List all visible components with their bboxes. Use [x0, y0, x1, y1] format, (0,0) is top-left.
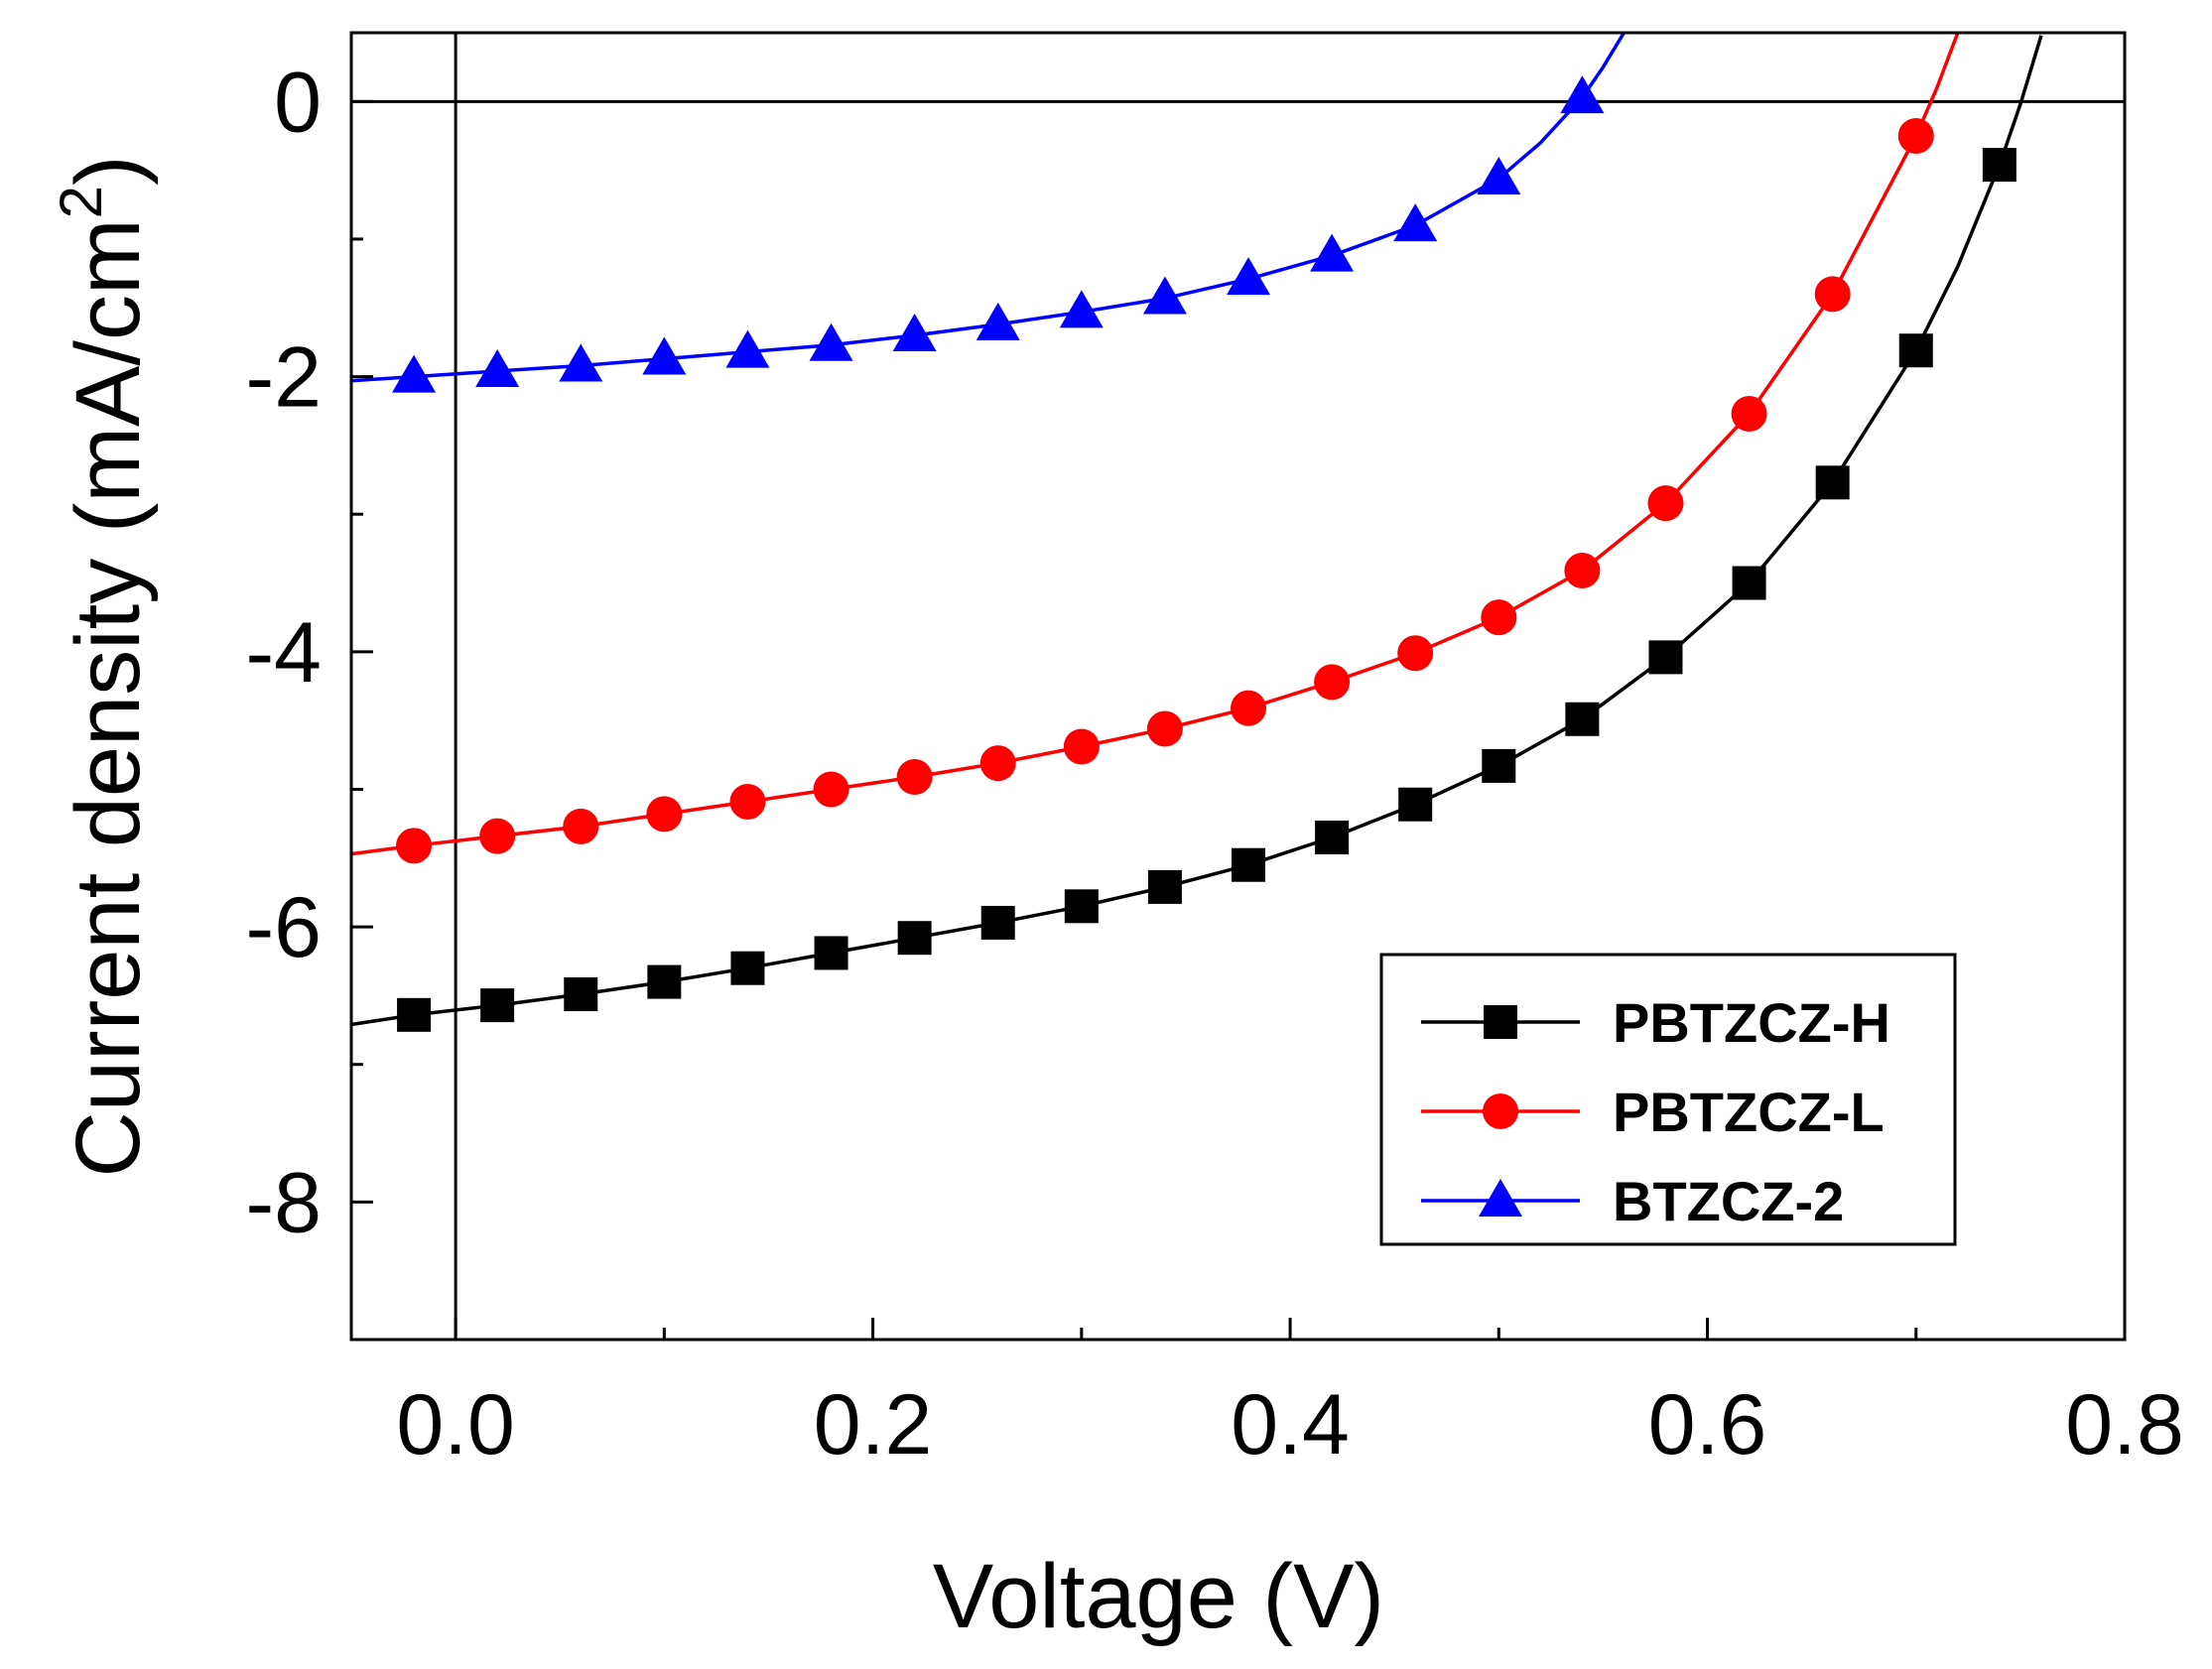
data-point-pbtzcz-l [646, 796, 683, 833]
legend-marker-pbtzcz-h [1484, 1005, 1517, 1039]
y-axis-title-main: Current density (mA/cm [58, 218, 159, 1177]
data-point-pbtzcz-h [564, 977, 598, 1012]
data-point-pbtzcz-h [1147, 869, 1182, 904]
data-point-pbtzcz-h [1648, 640, 1683, 675]
y-tick-label: -6 [246, 880, 322, 975]
data-point-pbtzcz-h [1482, 748, 1516, 783]
data-point-pbtzcz-l [1146, 710, 1183, 747]
data-point-pbtzcz-l [896, 758, 933, 795]
data-point-pbtzcz-l [1814, 276, 1851, 313]
data-point-pbtzcz-l [1481, 599, 1517, 636]
data-point-pbtzcz-l [563, 808, 599, 844]
series-line-pbtzcz-l [351, 33, 1960, 856]
data-point-btzcz-2 [809, 322, 853, 361]
data-point-btzcz-2 [1059, 290, 1104, 328]
data-point-btzcz-2 [1560, 75, 1605, 114]
data-point-pbtzcz-h [980, 905, 1015, 940]
legend-label-pbtzcz-l: PBTZCZ-L [1613, 1081, 1885, 1143]
data-point-pbtzcz-l [1231, 690, 1267, 726]
data-point-pbtzcz-h [814, 936, 848, 970]
plot-frame [349, 31, 2127, 1342]
y-tick-label: -4 [246, 605, 322, 701]
y-axis-title-superscript: 2 [48, 186, 114, 218]
series-markers [392, 75, 2017, 1032]
data-point-pbtzcz-h [1315, 820, 1350, 854]
legend-label-pbtzcz-h: PBTZCZ-H [1613, 991, 1890, 1054]
data-point-btzcz-2 [559, 343, 603, 382]
axes: 0.0 0.2 0.4 0.6 0.8 0 -2 -4 -6 -8 Voltage (V) Curre… [48, 31, 2184, 1647]
data-point-btzcz-2 [475, 349, 520, 388]
data-point-pbtzcz-h [1815, 465, 1850, 500]
data-point-pbtzcz-l [813, 771, 849, 808]
data-point-pbtzcz-h [1064, 889, 1099, 924]
y-tick-label: 0 [274, 55, 322, 150]
data-point-pbtzcz-l [1397, 635, 1434, 672]
legend-box [1379, 953, 1957, 1246]
data-point-pbtzcz-l [729, 783, 766, 820]
data-point-pbtzcz-h [1732, 566, 1766, 600]
x-tick-label: 0.0 [396, 1377, 515, 1473]
data-point-pbtzcz-h [1398, 787, 1433, 822]
y-axis-title: Current density (mA/cm2) [48, 155, 159, 1177]
data-point-pbtzcz-h [1982, 148, 2017, 183]
data-point-pbtzcz-h [730, 951, 765, 985]
data-point-btzcz-2 [976, 302, 1020, 340]
data-point-pbtzcz-l [1063, 728, 1100, 765]
series-line-pbtzcz-h [351, 35, 2043, 1027]
series-curves [351, 33, 2043, 1027]
x-tick-label: 0.2 [814, 1377, 933, 1473]
y-tick-label: -2 [246, 330, 322, 426]
data-point-btzcz-2 [725, 329, 770, 368]
data-point-pbtzcz-l [1731, 396, 1767, 433]
data-point-btzcz-2 [1393, 203, 1438, 242]
data-point-btzcz-2 [1310, 233, 1355, 272]
y-axis-title-close: ) [58, 155, 159, 186]
data-point-pbtzcz-h [897, 921, 932, 956]
data-point-btzcz-2 [892, 313, 937, 351]
legend-marker-pbtzcz-l [1483, 1093, 1518, 1129]
data-point-pbtzcz-h [1898, 333, 1933, 368]
legend-marker-btzcz-2 [1479, 1179, 1522, 1217]
data-point-btzcz-2 [1227, 257, 1271, 296]
data-point-pbtzcz-h [1565, 702, 1600, 736]
plot-area [351, 33, 2125, 1340]
data-point-pbtzcz-l [1314, 664, 1351, 701]
data-point-btzcz-2 [1142, 276, 1187, 315]
data-point-pbtzcz-l [1897, 117, 1934, 154]
data-point-pbtzcz-l [396, 828, 433, 864]
data-point-pbtzcz-h [397, 997, 432, 1032]
data-point-pbtzcz-l [1564, 553, 1601, 589]
data-point-btzcz-2 [392, 354, 437, 393]
data-point-pbtzcz-h [1232, 847, 1266, 882]
data-point-btzcz-2 [1477, 156, 1521, 194]
y-tick-label: -8 [246, 1155, 322, 1250]
data-point-pbtzcz-l [979, 745, 1016, 782]
data-point-pbtzcz-h [480, 988, 515, 1023]
data-point-pbtzcz-h [647, 964, 682, 999]
legend: PBTZCZ-H PBTZCZ-L BTZCZ-2 [1379, 953, 1957, 1246]
x-tick-label: 0.6 [1648, 1377, 1767, 1473]
x-tick-label: 0.8 [2065, 1377, 2184, 1473]
data-point-pbtzcz-l [1647, 485, 1684, 522]
x-axis-title: Voltage (V) [933, 1546, 1384, 1647]
data-point-btzcz-2 [642, 336, 687, 375]
data-point-pbtzcz-l [479, 818, 516, 854]
x-tick-label: 0.4 [1231, 1377, 1350, 1473]
legend-label-btzcz-2: BTZCZ-2 [1613, 1170, 1844, 1232]
